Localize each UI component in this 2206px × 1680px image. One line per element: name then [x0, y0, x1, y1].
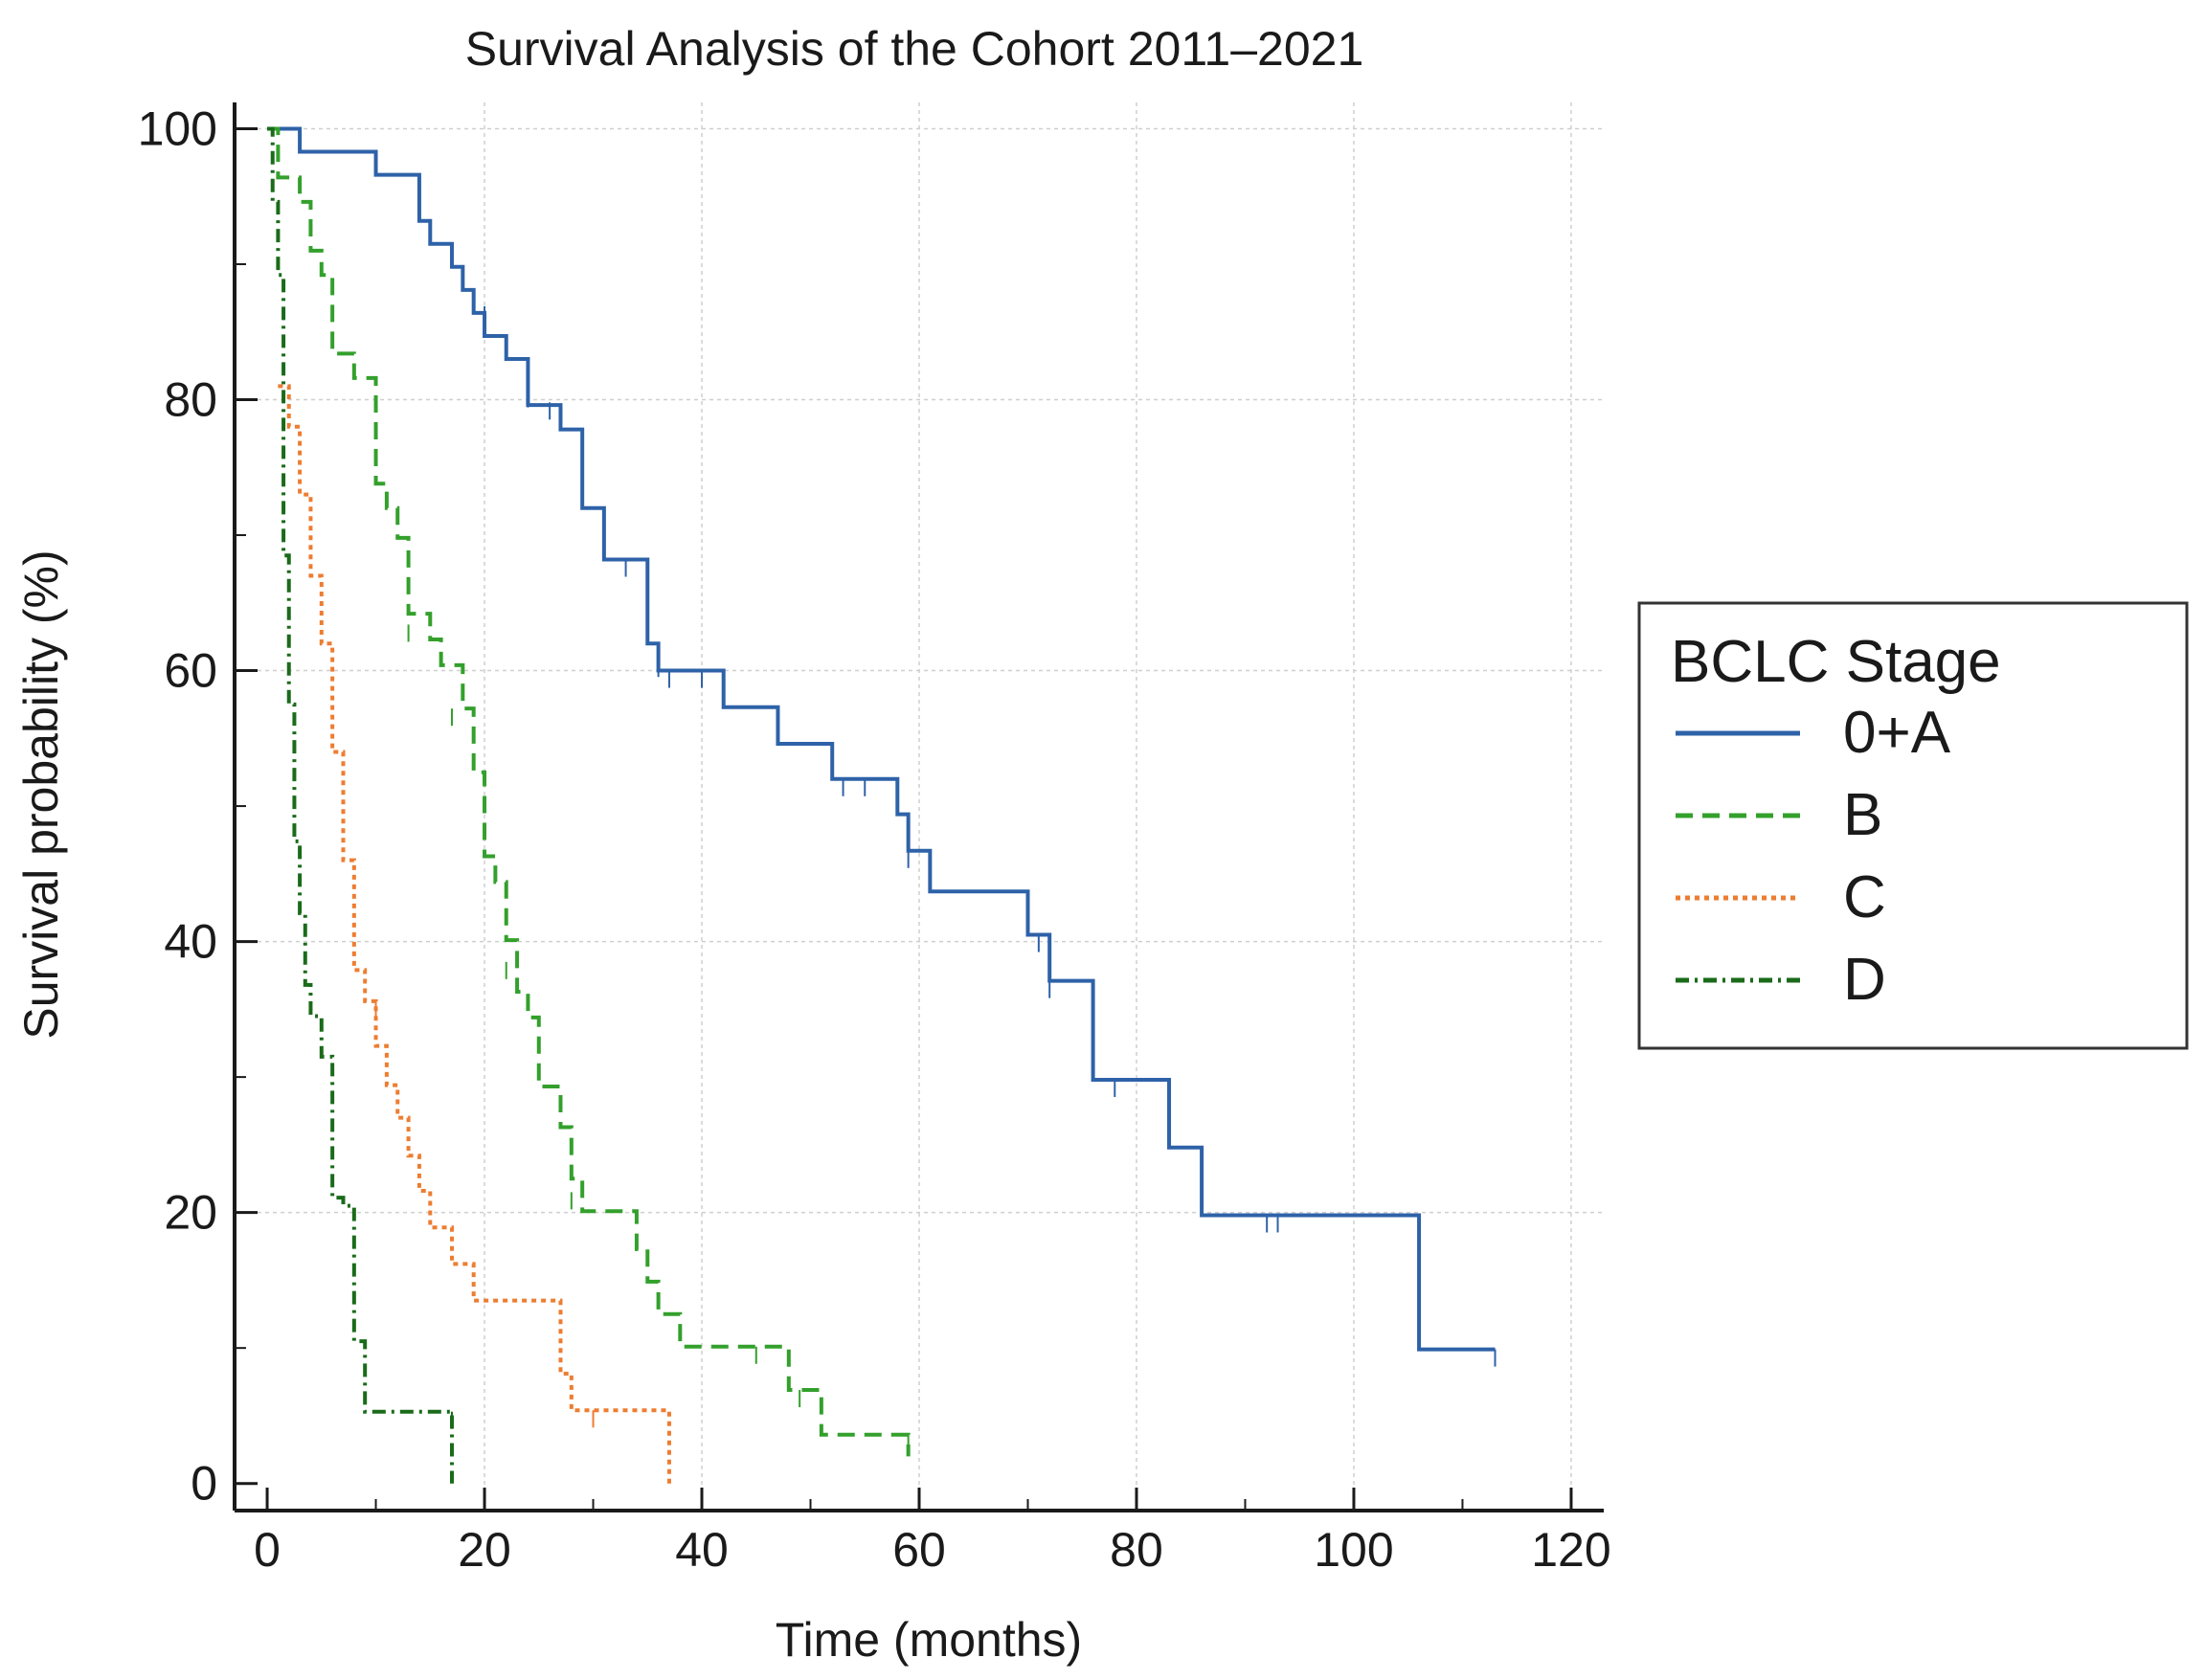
legend-title: BCLC Stage: [1671, 629, 2001, 695]
y-tick-label: 40: [164, 915, 217, 969]
chart-title: Survival Analysis of the Cohort 2011–202…: [465, 22, 1364, 76]
x-axis-label: Time (months): [776, 1613, 1082, 1667]
y-tick-label: 80: [164, 373, 217, 427]
survival-curve-0+A: [267, 126, 1496, 1352]
y-tick-label: 20: [164, 1186, 217, 1240]
legend-label-D: D: [1843, 947, 1886, 1013]
series-B: [267, 126, 911, 1457]
x-tick-label: 100: [1314, 1523, 1393, 1577]
y-tick-label: 60: [164, 644, 217, 698]
survival-curve-C: [278, 384, 671, 1484]
series-layer: [267, 126, 1497, 1484]
x-tick-label: 0: [254, 1523, 281, 1577]
x-tick-label: 60: [892, 1523, 946, 1577]
x-tick-label: 80: [1110, 1523, 1163, 1577]
grid: [235, 102, 1604, 1511]
survival-curve-D: [267, 126, 454, 1484]
series-0+A: [267, 126, 1497, 1367]
legend-items: 0+A BCD: [1676, 700, 1951, 1013]
legend-label-0+A: 0+A: [1843, 700, 1951, 766]
legend-label-B: B: [1843, 782, 1882, 848]
legend-label-C: C: [1843, 864, 1886, 930]
x-tick-label: 40: [675, 1523, 729, 1577]
survival-curve-B: [267, 126, 911, 1457]
legend-box: [1637, 601, 2189, 1050]
legend: BCLC Stage 0+A BCD: [1637, 601, 2189, 1050]
x-tick-label: 20: [458, 1523, 511, 1577]
y-tick-label: 0: [191, 1457, 217, 1511]
axes: 0 20 40 60 80 100 120 0 20 40 60 80 100: [138, 101, 1611, 1577]
series-C: [278, 384, 671, 1484]
y-axis-label: Survival probability (%): [14, 549, 68, 1039]
y-tick-label: 100: [138, 101, 217, 155]
series-D: [267, 126, 454, 1484]
x-tick-label: 120: [1531, 1523, 1610, 1577]
